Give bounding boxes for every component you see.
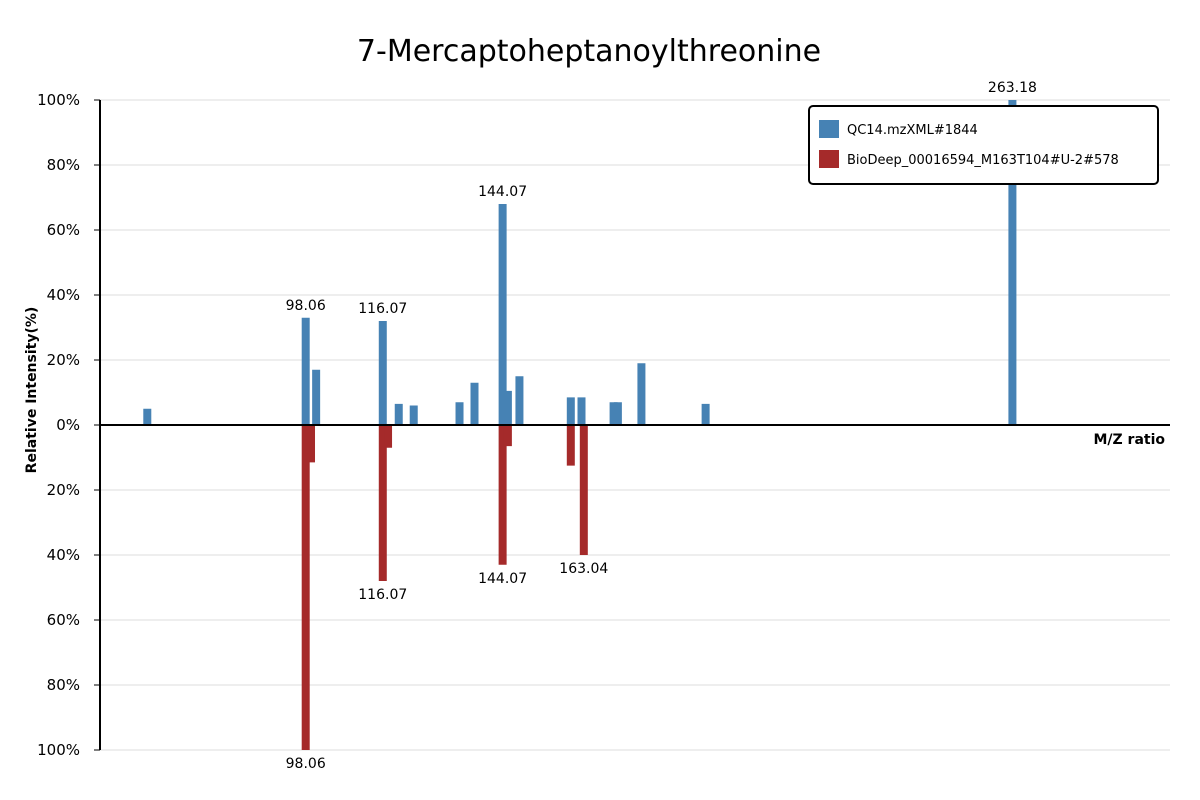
y-tick-label: 80% (47, 676, 80, 694)
legend-box (808, 105, 1159, 185)
legend-label-reference: BioDeep_00016594_M163T104#U-2#578 (847, 153, 1119, 168)
x-axis-title: M/Z ratio (1093, 432, 1165, 448)
reference-peak-bar (307, 425, 316, 463)
legend: QC14.mzXML#1844 BioDeep_00016594_M163T10… (808, 105, 1159, 185)
query-peak-bar (143, 408, 152, 425)
grid-lines (100, 99, 1170, 751)
y-tick-label: 40% (47, 546, 80, 564)
reference-peak-label: 144.07 (478, 571, 527, 587)
query-peak-label: 98.06 (286, 298, 326, 314)
reference-peak-bar (384, 425, 393, 448)
reference-peak-label: 116.07 (358, 587, 407, 603)
peak-labels: 98.06 116.07 144.07 263.18 98.06 116.07 144.07… (286, 80, 1037, 772)
legend-swatch-reference (819, 150, 839, 168)
legend-swatch-query (819, 120, 839, 138)
y-tick-label: 20% (47, 481, 80, 499)
reference-peak-bar (566, 425, 575, 466)
query-peak-bar (301, 317, 310, 425)
y-tick-label: 40% (47, 286, 80, 304)
query-peak-bar (701, 403, 710, 425)
query-peak-bar (409, 405, 418, 425)
query-peak-bar (609, 402, 618, 425)
y-axis-title: Relative Intensity(%) (24, 307, 40, 474)
y-tick-label: 60% (47, 611, 80, 629)
chart-title: 7-Mercaptoheptanoylthreonine (357, 34, 821, 69)
reference-peak-label: 98.06 (286, 756, 326, 772)
query-peak-label: 263.18 (988, 80, 1037, 96)
reference-peak-bar (498, 425, 507, 565)
y-tick-label: 100% (37, 741, 80, 759)
y-tick-label: 20% (47, 351, 80, 369)
query-peak-bar (498, 204, 507, 425)
reference-peak-bar (579, 425, 588, 555)
y-tick-label: 60% (47, 221, 80, 239)
peak-bars (143, 100, 1017, 750)
y-tick-label: 0% (56, 416, 80, 434)
reference-peak-bar (301, 425, 310, 750)
query-peak-bar (577, 397, 586, 425)
reference-peak-bar (378, 425, 387, 581)
query-peak-label: 144.07 (478, 184, 527, 200)
y-tick-label: 100% (37, 91, 80, 109)
query-peak-bar (312, 369, 321, 425)
reference-peak-bar (503, 425, 512, 447)
y-tick-labels: 100% 80% 60% 40% 20% 0% 20% 40% 60% 80% 100% (37, 91, 100, 759)
query-peak-bar (378, 321, 387, 425)
query-peak-bar (503, 390, 512, 425)
query-peak-label: 116.07 (358, 301, 407, 317)
query-peak-bar (470, 382, 479, 425)
query-peak-bar (455, 402, 464, 425)
query-peak-bar (566, 397, 575, 425)
legend-label-query: QC14.mzXML#1844 (847, 123, 978, 138)
query-peak-bar (1008, 100, 1017, 425)
query-peak-bar (394, 403, 403, 425)
query-peak-bar (515, 376, 524, 425)
query-peak-bar (637, 363, 646, 425)
reference-peak-label: 163.04 (559, 561, 608, 577)
query-peak-bar (613, 402, 622, 425)
y-tick-label: 80% (47, 156, 80, 174)
